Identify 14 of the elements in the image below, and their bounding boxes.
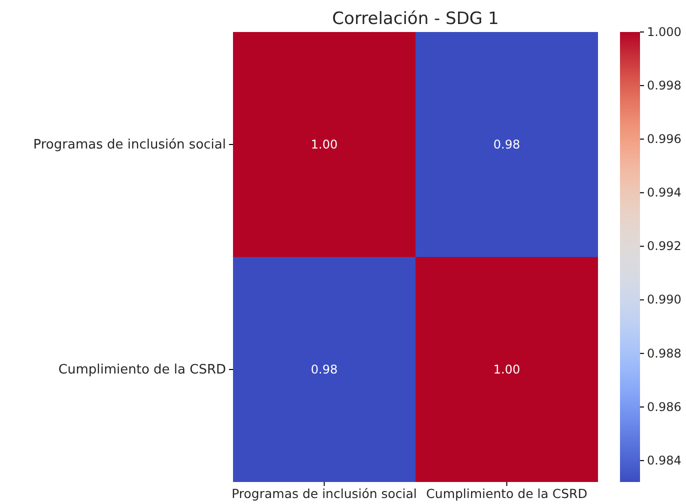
color-bar-label: 0.998 xyxy=(647,78,682,92)
color-bar-label: 1.000 xyxy=(647,24,682,39)
data-label: 0.98 xyxy=(310,362,338,376)
color-bar-label: 0.994 xyxy=(647,186,682,200)
data-label: 0.98 xyxy=(493,138,520,152)
color-bar-label: 0.996 xyxy=(647,132,682,146)
color-bar-label: 0.986 xyxy=(647,400,682,414)
color-bar-label: 0.992 xyxy=(647,239,682,254)
chart-title: Correlación - SDG 1 xyxy=(332,9,499,29)
color-bar-label: 0.990 xyxy=(647,292,682,307)
data-label: 1.00 xyxy=(493,362,520,376)
color-bar-label: 0.984 xyxy=(647,453,682,468)
data-label: 1.00 xyxy=(310,138,338,152)
color-bar-label: 0.988 xyxy=(647,346,682,360)
